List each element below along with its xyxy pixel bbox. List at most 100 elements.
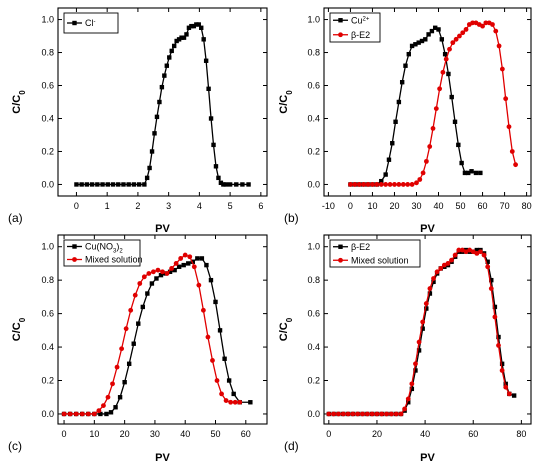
data-point: [440, 69, 446, 75]
data-point: [441, 262, 447, 268]
x-tick-label: 0: [348, 201, 353, 211]
data-point: [174, 38, 179, 44]
data-point: [433, 25, 438, 30]
data-point: [503, 381, 508, 387]
data-point: [511, 393, 517, 398]
data-point: [110, 381, 115, 387]
chart-panel-d: 0 20 40 60 80 0.0 0.2 0.4 0.6 0.8 1.0 PV C/C0 (d) β-E2…: [278, 234, 532, 464]
legend-swatch-marker: [72, 20, 77, 26]
data-point: [490, 22, 495, 27]
data-point: [383, 182, 389, 187]
data-point: [370, 182, 375, 187]
panel-label: (d): [284, 439, 299, 453]
data-point: [383, 172, 388, 177]
x-tick-label: 10: [367, 201, 377, 211]
data-point: [223, 398, 229, 403]
data-point: [237, 399, 243, 405]
data-point: [388, 411, 394, 417]
legend-swatch-marker: [338, 257, 343, 263]
data-point: [452, 119, 458, 124]
x-tick-label: 40: [420, 429, 430, 439]
data-point: [447, 46, 452, 52]
x-tick-label: 10: [89, 429, 99, 439]
data-point: [446, 71, 451, 77]
data-point: [219, 391, 224, 397]
data-point: [478, 249, 483, 255]
data-point: [128, 307, 134, 313]
data-point: [176, 37, 182, 42]
y-tick-label: 0.8: [307, 275, 320, 285]
data-point: [214, 378, 220, 383]
y-tick-label: 0.4: [307, 113, 320, 123]
data-point: [178, 256, 184, 261]
data-point: [191, 264, 197, 270]
data-point: [117, 395, 123, 400]
data-point: [469, 169, 474, 174]
data-point: [423, 301, 429, 306]
x-tick-label: 80: [522, 201, 532, 211]
data-point: [430, 125, 436, 131]
data-point: [485, 259, 490, 264]
x-tick-label: 2: [135, 201, 140, 211]
data-point: [467, 247, 473, 253]
data-point: [240, 182, 245, 187]
data-point: [456, 142, 461, 148]
data-point: [413, 368, 418, 373]
data-point: [369, 411, 375, 417]
data-point: [478, 170, 483, 176]
data-point: [145, 291, 150, 296]
data-point: [169, 48, 174, 54]
data-point: [248, 400, 253, 405]
data-point: [173, 261, 179, 266]
data-point: [199, 25, 204, 30]
legend-label: Cu(NO3)2: [85, 242, 123, 255]
data-point: [119, 346, 125, 352]
data-point: [136, 182, 142, 187]
data-point: [100, 182, 105, 187]
data-point: [222, 356, 227, 361]
data-point: [406, 400, 411, 405]
data-point: [481, 252, 487, 258]
series-line: [350, 22, 517, 186]
data-point: [413, 361, 418, 367]
data-point: [137, 281, 143, 286]
y-tick-label: 0.4: [307, 342, 320, 352]
data-point: [429, 28, 435, 34]
x-tick-label: 0: [326, 429, 331, 439]
x-axis-title: PV: [420, 452, 435, 464]
y-tick-label: 1.0: [307, 15, 320, 25]
data-point: [457, 33, 462, 39]
data-point: [186, 261, 191, 266]
data-point: [356, 182, 362, 187]
data-point: [443, 56, 449, 62]
x-tick-label: 4: [197, 201, 202, 211]
x-axis-title: PV: [420, 223, 435, 235]
data-point: [154, 114, 160, 120]
data-point: [485, 264, 491, 270]
data-point: [169, 266, 174, 271]
data-point: [208, 116, 214, 121]
data-point: [449, 257, 454, 263]
y-tick-label: 0.0: [41, 179, 54, 189]
data-point: [433, 106, 439, 111]
data-point: [463, 27, 469, 32]
data-point: [493, 28, 499, 34]
data-point: [176, 264, 182, 269]
data-point: [460, 247, 465, 253]
data-point: [384, 411, 389, 417]
x-tick-label: -10: [322, 201, 335, 211]
data-point: [431, 279, 436, 285]
data-point: [164, 271, 170, 276]
data-point: [190, 259, 195, 264]
data-point: [414, 180, 419, 186]
x-tick-label: 3: [166, 201, 171, 211]
data-point: [406, 51, 411, 57]
data-point: [374, 411, 380, 417]
data-point: [154, 276, 159, 281]
data-point: [470, 249, 476, 255]
chart-panel-a: 0 1 2 3 4 5 6 0.0 0.2 0.4 0.6 0.8 1.0 PV C/C0 (a) Cl-: [8, 7, 268, 235]
y-axis-title: C/C0: [11, 90, 27, 114]
x-tick-label: 60: [478, 201, 488, 211]
data-point: [155, 267, 161, 273]
